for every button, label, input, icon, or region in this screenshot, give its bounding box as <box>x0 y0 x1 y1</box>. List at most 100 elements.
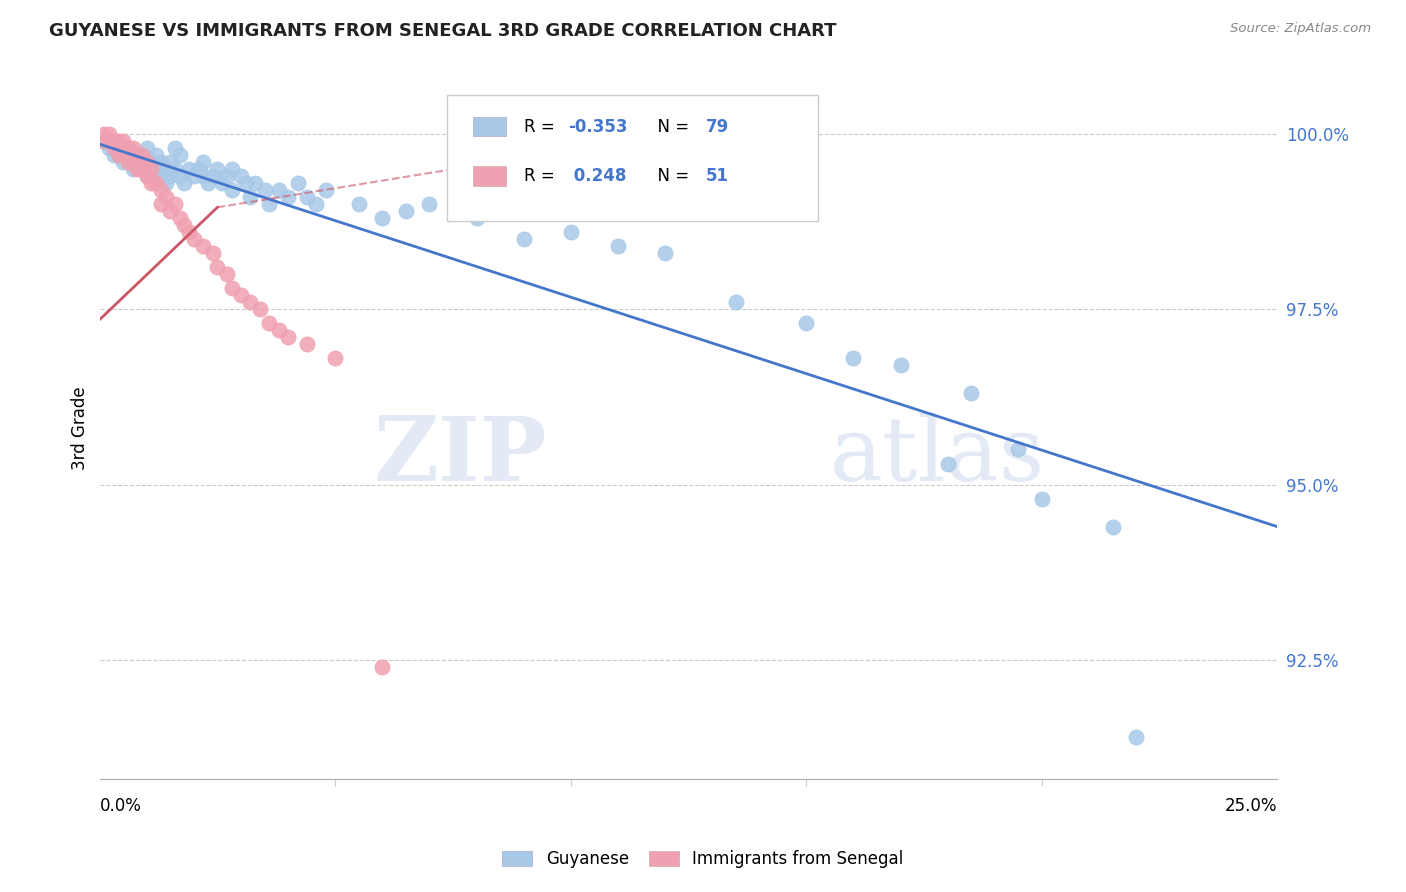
FancyBboxPatch shape <box>472 166 506 186</box>
Point <box>163 161 186 176</box>
Point <box>117 154 139 169</box>
Point <box>135 169 157 183</box>
Point <box>149 196 172 211</box>
Point <box>249 302 271 317</box>
Point <box>169 211 191 225</box>
Point <box>193 169 215 183</box>
Point <box>890 358 912 372</box>
Y-axis label: 3rd Grade: 3rd Grade <box>72 386 89 470</box>
Text: GUYANESE VS IMMIGRANTS FROM SENEGAL 3RD GRADE CORRELATION CHART: GUYANESE VS IMMIGRANTS FROM SENEGAL 3RD … <box>49 22 837 40</box>
Point <box>295 337 318 351</box>
Point <box>936 457 959 471</box>
Point <box>418 196 440 211</box>
Text: 79: 79 <box>706 118 730 136</box>
Point <box>259 316 281 330</box>
Point <box>201 246 224 260</box>
Point <box>371 660 394 674</box>
Point <box>606 239 628 253</box>
Point <box>159 169 181 183</box>
Point <box>107 134 129 148</box>
Point <box>211 176 233 190</box>
Point <box>127 154 149 169</box>
Text: 0.0%: 0.0% <box>100 797 142 815</box>
Text: Source: ZipAtlas.com: Source: ZipAtlas.com <box>1230 22 1371 36</box>
Point <box>179 161 201 176</box>
Point <box>117 147 139 161</box>
Point <box>131 147 153 161</box>
Point <box>724 295 747 310</box>
Text: ZIP: ZIP <box>374 413 547 500</box>
Point <box>145 169 167 183</box>
FancyBboxPatch shape <box>447 95 818 221</box>
Point <box>560 225 582 239</box>
Point <box>395 203 418 218</box>
Point <box>117 141 139 155</box>
Point <box>229 169 252 183</box>
Point <box>1007 442 1029 457</box>
Point <box>98 141 121 155</box>
Point <box>149 183 172 197</box>
Point <box>155 161 177 176</box>
Point <box>277 330 299 344</box>
Point <box>93 127 115 141</box>
Point <box>145 147 167 161</box>
Text: N =: N = <box>647 167 695 185</box>
Point <box>141 161 163 176</box>
Legend: Guyanese, Immigrants from Senegal: Guyanese, Immigrants from Senegal <box>496 844 910 875</box>
Point <box>207 260 229 274</box>
Point <box>1031 491 1053 506</box>
Text: 0.248: 0.248 <box>568 167 627 185</box>
Point <box>183 232 205 246</box>
Point <box>1125 731 1147 745</box>
Point <box>277 190 299 204</box>
Point <box>1101 519 1123 533</box>
Point <box>187 161 209 176</box>
Point <box>112 141 135 155</box>
Point <box>842 351 865 366</box>
Point <box>215 169 238 183</box>
FancyBboxPatch shape <box>472 117 506 136</box>
Point <box>323 351 346 366</box>
Point <box>163 141 186 155</box>
Text: atlas: atlas <box>830 413 1045 500</box>
Point <box>169 169 191 183</box>
Point <box>135 141 157 155</box>
Point <box>287 176 309 190</box>
Point <box>193 239 215 253</box>
Point <box>239 190 262 204</box>
Point <box>117 141 139 155</box>
Point <box>135 169 157 183</box>
Point <box>960 386 983 401</box>
Point <box>215 267 238 281</box>
Point <box>173 176 195 190</box>
Point <box>183 169 205 183</box>
Point <box>127 147 149 161</box>
Point <box>141 154 163 169</box>
Point <box>103 141 125 155</box>
Point <box>112 147 135 161</box>
Point <box>179 225 201 239</box>
Point <box>796 316 818 330</box>
Point <box>117 147 139 161</box>
Point <box>131 161 153 176</box>
Point <box>305 196 328 211</box>
Point <box>103 147 125 161</box>
Point <box>149 154 172 169</box>
Point <box>267 183 290 197</box>
Point <box>243 176 266 190</box>
Point <box>131 161 153 176</box>
Point <box>235 176 257 190</box>
Point <box>207 161 229 176</box>
Point <box>103 134 125 148</box>
Point <box>267 323 290 337</box>
Point <box>163 196 186 211</box>
Point <box>121 147 143 161</box>
Point <box>127 154 149 169</box>
Point <box>155 190 177 204</box>
Text: -0.353: -0.353 <box>568 118 628 136</box>
Point <box>229 288 252 302</box>
Text: 25.0%: 25.0% <box>1225 797 1278 815</box>
Point <box>465 211 488 225</box>
Point <box>259 196 281 211</box>
Point <box>315 183 337 197</box>
